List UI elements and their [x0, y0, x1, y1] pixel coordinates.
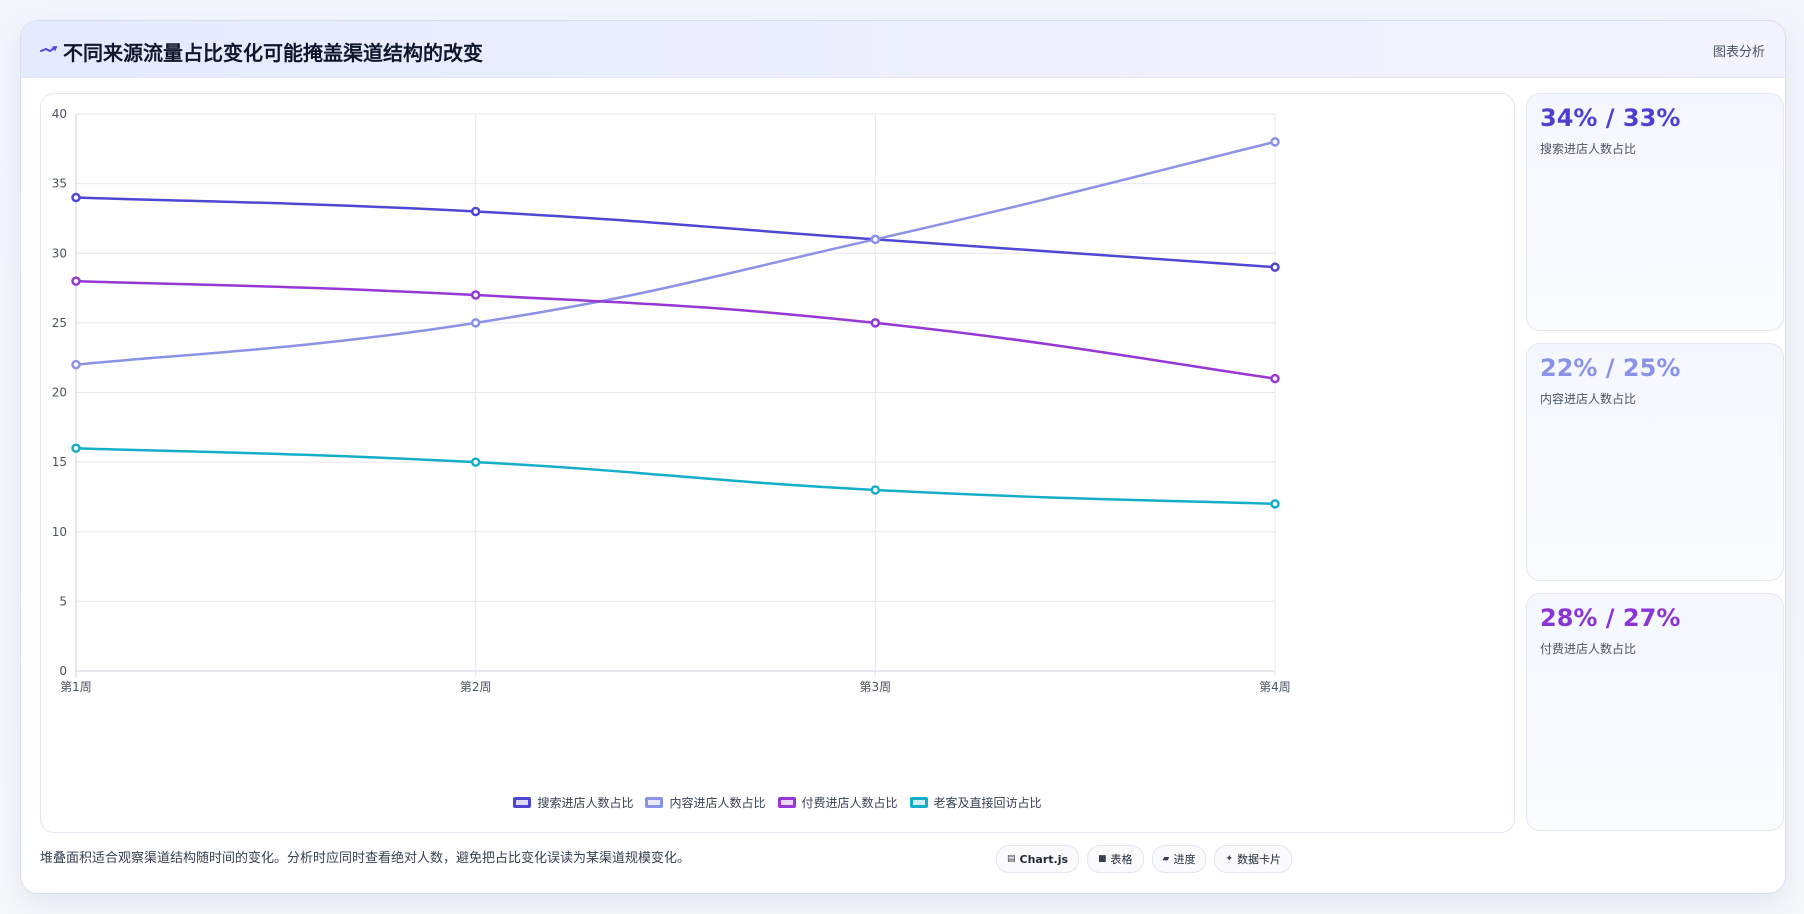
- data-point: [1270, 137, 1280, 147]
- legend-label: 付费进店人数占比: [801, 796, 898, 810]
- data-point: [470, 457, 481, 467]
- y-tick-label: 20: [52, 386, 67, 400]
- kpi-value: 22% / 25%: [1540, 354, 1681, 382]
- kpi-label: 搜索进店人数占比: [1540, 142, 1637, 156]
- chip-chartjs[interactable]: ▤ Chart.js: [996, 845, 1080, 873]
- trend-icon: [40, 46, 58, 53]
- x-tick-label: 第3周: [860, 680, 892, 694]
- data-point: [71, 192, 81, 203]
- kpi-value: 34% / 33%: [1540, 104, 1681, 132]
- page-title: 不同来源流量占比变化可能掩盖渠道结构的改变: [63, 41, 483, 65]
- kpi-label: 内容进店人数占比: [1540, 392, 1637, 406]
- series-line-3: [75, 446, 1276, 506]
- data-point: [1270, 373, 1280, 384]
- legend-label: 内容进店人数占比: [669, 796, 766, 810]
- card-icon: ✦: [1225, 854, 1234, 864]
- kpi-card-content: 22% / 25% 内容进店人数占比: [1526, 343, 1784, 581]
- legend-item[interactable]: 付费进店人数占比: [777, 794, 898, 811]
- legend-swatch: [513, 797, 532, 808]
- legend-swatch: [777, 797, 796, 808]
- chip-label: 数据卡片: [1237, 853, 1282, 866]
- chip-label: Chart.js: [1019, 852, 1069, 866]
- series-line-1: [75, 140, 1276, 366]
- table-icon: ■: [1098, 854, 1107, 864]
- line-chart: 0 5 10 15 20 25 30 35 40 第1周 第2周 第3周 第4周: [52, 107, 1291, 694]
- y-tick-label: 30: [52, 246, 67, 260]
- legend-label: 搜索进店人数占比: [537, 796, 634, 810]
- data-point: [71, 443, 81, 453]
- data-point: [470, 318, 481, 328]
- chip-label: 进度: [1173, 853, 1196, 866]
- series-line-0: [75, 196, 1276, 269]
- y-tick-label: 35: [52, 177, 67, 191]
- y-tick-label: 40: [52, 107, 67, 121]
- kpi-label: 付费进店人数占比: [1540, 642, 1637, 656]
- header-tag: 图表分析: [1712, 45, 1765, 60]
- chart-icon: ▤: [1007, 854, 1016, 864]
- chart-footnote: 堆叠面积适合观察渠道结构随时间的变化。分析时应同时查看绝对人数，避免把占比变化误…: [40, 851, 691, 866]
- data-point: [870, 485, 881, 495]
- legend-item[interactable]: 老客及直接回访占比: [909, 794, 1042, 811]
- x-tick-label: 第4周: [1259, 680, 1291, 694]
- kpi-value: 28% / 27%: [1540, 604, 1681, 632]
- chip-progress[interactable]: ▰ 进度: [1151, 845, 1207, 873]
- legend-item[interactable]: 搜索进店人数占比: [513, 794, 633, 811]
- y-tick-label: 15: [52, 455, 67, 469]
- legend-label: 老客及直接回访占比: [933, 796, 1042, 810]
- y-tick-label: 5: [59, 594, 67, 608]
- kpi-card-paid: 28% / 27% 付费进店人数占比: [1526, 593, 1784, 831]
- chip-table[interactable]: ■ 表格: [1087, 845, 1144, 873]
- x-tick-label: 第2周: [460, 680, 492, 694]
- chart-card: 0 5 10 15 20 25 30 35 40 第1周 第2周 第3周 第4周 搜索进店人数占比 内容进…: [40, 93, 1515, 833]
- data-point: [1270, 499, 1280, 509]
- progress-icon: ▰: [1162, 854, 1170, 864]
- data-point: [1270, 262, 1280, 272]
- data-point: [470, 290, 481, 300]
- y-tick-label: 10: [52, 525, 67, 539]
- legend-item[interactable]: 内容进店人数占比: [645, 794, 766, 811]
- y-tick-label: 0: [59, 664, 67, 678]
- panel-header: 不同来源流量占比变化可能掩盖渠道结构的改变 图表分析: [21, 21, 1785, 78]
- y-tick-label: 25: [52, 316, 67, 330]
- tech-chips: ▤ Chart.js ■ 表格 ▰ 进度 ✦ 数据卡片: [996, 845, 1293, 873]
- chart-legend: 搜索进店人数占比 内容进店人数占比 付费进店人数占比 老客及直接回访占比: [41, 794, 1514, 811]
- chip-data-card[interactable]: ✦ 数据卡片: [1214, 845, 1293, 873]
- data-point: [870, 318, 881, 328]
- x-tick-label: 第1周: [60, 680, 92, 694]
- chip-label: 表格: [1110, 853, 1133, 866]
- data-point: [71, 359, 81, 370]
- data-point: [71, 276, 81, 286]
- kpi-card-search: 34% / 33% 搜索进店人数占比: [1526, 93, 1784, 331]
- data-point: [470, 206, 481, 217]
- legend-swatch: [909, 797, 928, 808]
- chart-panel: 不同来源流量占比变化可能掩盖渠道结构的改变 图表分析 0 5 10 15 20 25 30 3…: [20, 20, 1786, 894]
- series-line-2: [75, 279, 1276, 380]
- legend-swatch: [645, 797, 664, 808]
- data-point: [870, 234, 881, 245]
